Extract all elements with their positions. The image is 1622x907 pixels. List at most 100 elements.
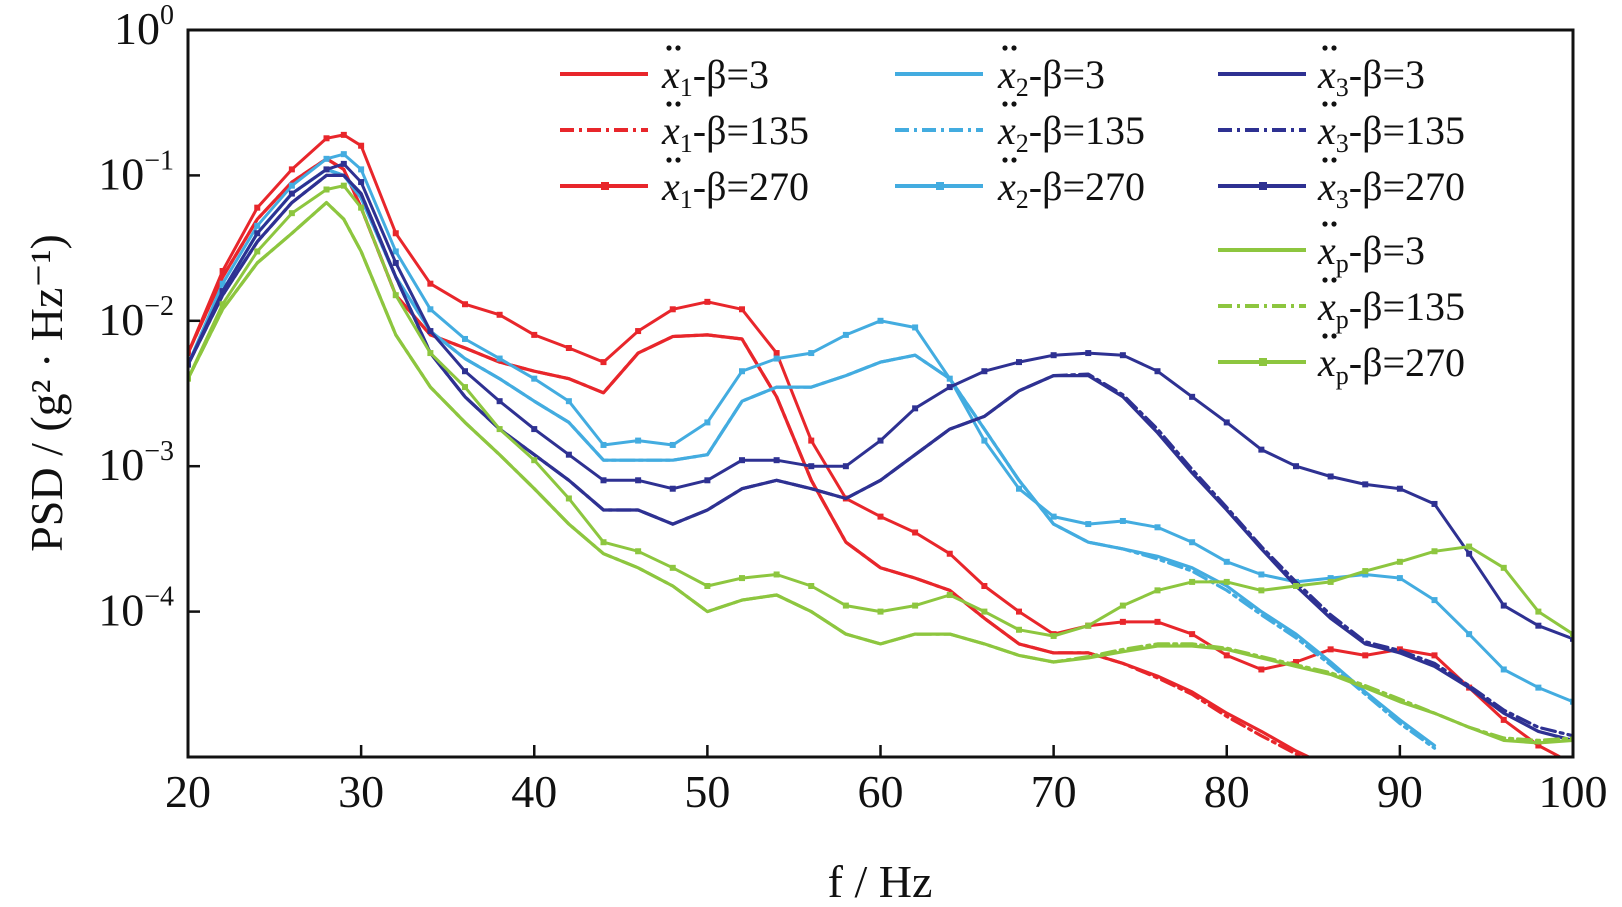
legend-label-2: x1-β=135 [661, 108, 809, 158]
legend-marker-3 [601, 182, 609, 190]
series-3-point [600, 359, 607, 366]
legend-label-9: x3-β=270 [1317, 164, 1465, 214]
legend-dot-mark [1002, 45, 1008, 51]
legend-dot-mark [1322, 45, 1328, 51]
y-tick-label: 10−4 [98, 582, 174, 636]
series-9-point [358, 179, 365, 186]
series-12-point [1362, 568, 1369, 575]
legend-dot-mark [1011, 157, 1017, 163]
legend-dot-mark [1011, 101, 1017, 107]
series-6-point [1119, 517, 1126, 524]
legend-dot-mark [1331, 333, 1337, 339]
legend-label-5: x2-β=135 [997, 108, 1145, 158]
series-3-point [877, 513, 884, 520]
series-line-6 [188, 152, 1573, 704]
legend-dot-mark [1322, 333, 1328, 339]
series-9-point [773, 457, 780, 464]
series-3-point [392, 230, 399, 237]
series-12-point [1154, 587, 1161, 594]
series-6-point [1431, 597, 1438, 604]
series-3-point [531, 331, 538, 338]
series-6-point [392, 248, 399, 255]
series-9-point [1327, 473, 1334, 480]
series-9-point [635, 477, 642, 484]
legend-dot-mark [1322, 277, 1328, 283]
series-12-point [496, 426, 503, 433]
series-6-point [842, 331, 849, 338]
legend-dot-mark [666, 157, 672, 163]
series-12-point [1189, 578, 1196, 585]
legend-dot-mark [1322, 101, 1328, 107]
x-tick-label: 50 [684, 766, 730, 817]
series-9-point [496, 398, 503, 405]
series-3-point [808, 437, 815, 444]
legend-label-10: xp-β=3 [1317, 228, 1425, 278]
legend-label-7: x3-β=3 [1317, 52, 1425, 102]
series-12-point [808, 582, 815, 589]
series-12-point [392, 292, 399, 299]
series-12-point [1050, 632, 1057, 639]
series-3-point [565, 345, 572, 352]
series-6-point [1466, 631, 1473, 638]
series-6-point [739, 368, 745, 375]
series-9-point [565, 451, 572, 458]
y-tick-label: 10−2 [98, 291, 174, 345]
series-3-point [1154, 618, 1161, 625]
series-9-point [340, 160, 347, 167]
legend-dot-mark [1322, 157, 1328, 163]
series-12-point [531, 457, 538, 464]
series-9-point [392, 259, 399, 266]
legend-label-4: x2-β=3 [997, 52, 1105, 102]
series-3-point [288, 166, 295, 173]
series-6-point [912, 324, 919, 331]
series-6-point [1223, 558, 1230, 565]
legend-dot-mark [675, 101, 681, 107]
series-line-2 [188, 157, 1306, 757]
series-3-point [462, 301, 468, 308]
series-9-point [1500, 602, 1507, 609]
legend-dot-mark [675, 45, 681, 51]
series-line-9 [188, 162, 1573, 641]
series-3-point [496, 311, 503, 318]
series-6-point [1085, 521, 1092, 528]
series-9-point [704, 477, 711, 484]
series-6-point [565, 398, 572, 405]
x-tick-label: 20 [165, 766, 211, 817]
series-9-point [1189, 393, 1196, 400]
series-12-point [842, 602, 849, 609]
legend-dot-mark [1011, 45, 1017, 51]
x-axis-ticks: 20 30 40 50 60 70 80 90 100 [165, 745, 1608, 817]
series-9-point [288, 190, 295, 197]
series-12-point [462, 384, 468, 391]
series-line-8 [188, 173, 1573, 738]
series-9-point [219, 288, 226, 295]
x-tick-label: 80 [1204, 766, 1250, 817]
legend-dot-mark [1322, 221, 1328, 227]
series-3-point [1119, 618, 1126, 625]
x-tick-label: 70 [1031, 766, 1077, 817]
series-6-point [219, 280, 226, 287]
series-9-point [739, 457, 745, 464]
series-6-point [773, 355, 780, 362]
series-6-point [323, 155, 330, 162]
legend-dot-mark [1002, 101, 1008, 107]
legend-marker-12 [1259, 358, 1267, 366]
legend-label-1: x1-β=3 [661, 52, 769, 102]
series-6-point [635, 437, 642, 444]
y-tick-label: 10−3 [98, 436, 174, 490]
legend-dot-mark [1331, 221, 1337, 227]
legend-dot-mark [666, 101, 672, 107]
series-12-point [704, 582, 711, 589]
y-tick-label: 10−1 [98, 145, 174, 199]
series-3-point [981, 582, 988, 589]
x-tick-label: 30 [338, 766, 384, 817]
series-9-point [842, 463, 849, 470]
series-6-point [462, 335, 468, 342]
series-6-point [1535, 684, 1542, 691]
series-12-point [877, 608, 884, 615]
series-3-point [635, 328, 642, 335]
legend-dot-mark [1331, 101, 1337, 107]
series-3-point [219, 268, 226, 275]
series-12-point [1293, 582, 1299, 589]
series-12-point [254, 248, 261, 255]
